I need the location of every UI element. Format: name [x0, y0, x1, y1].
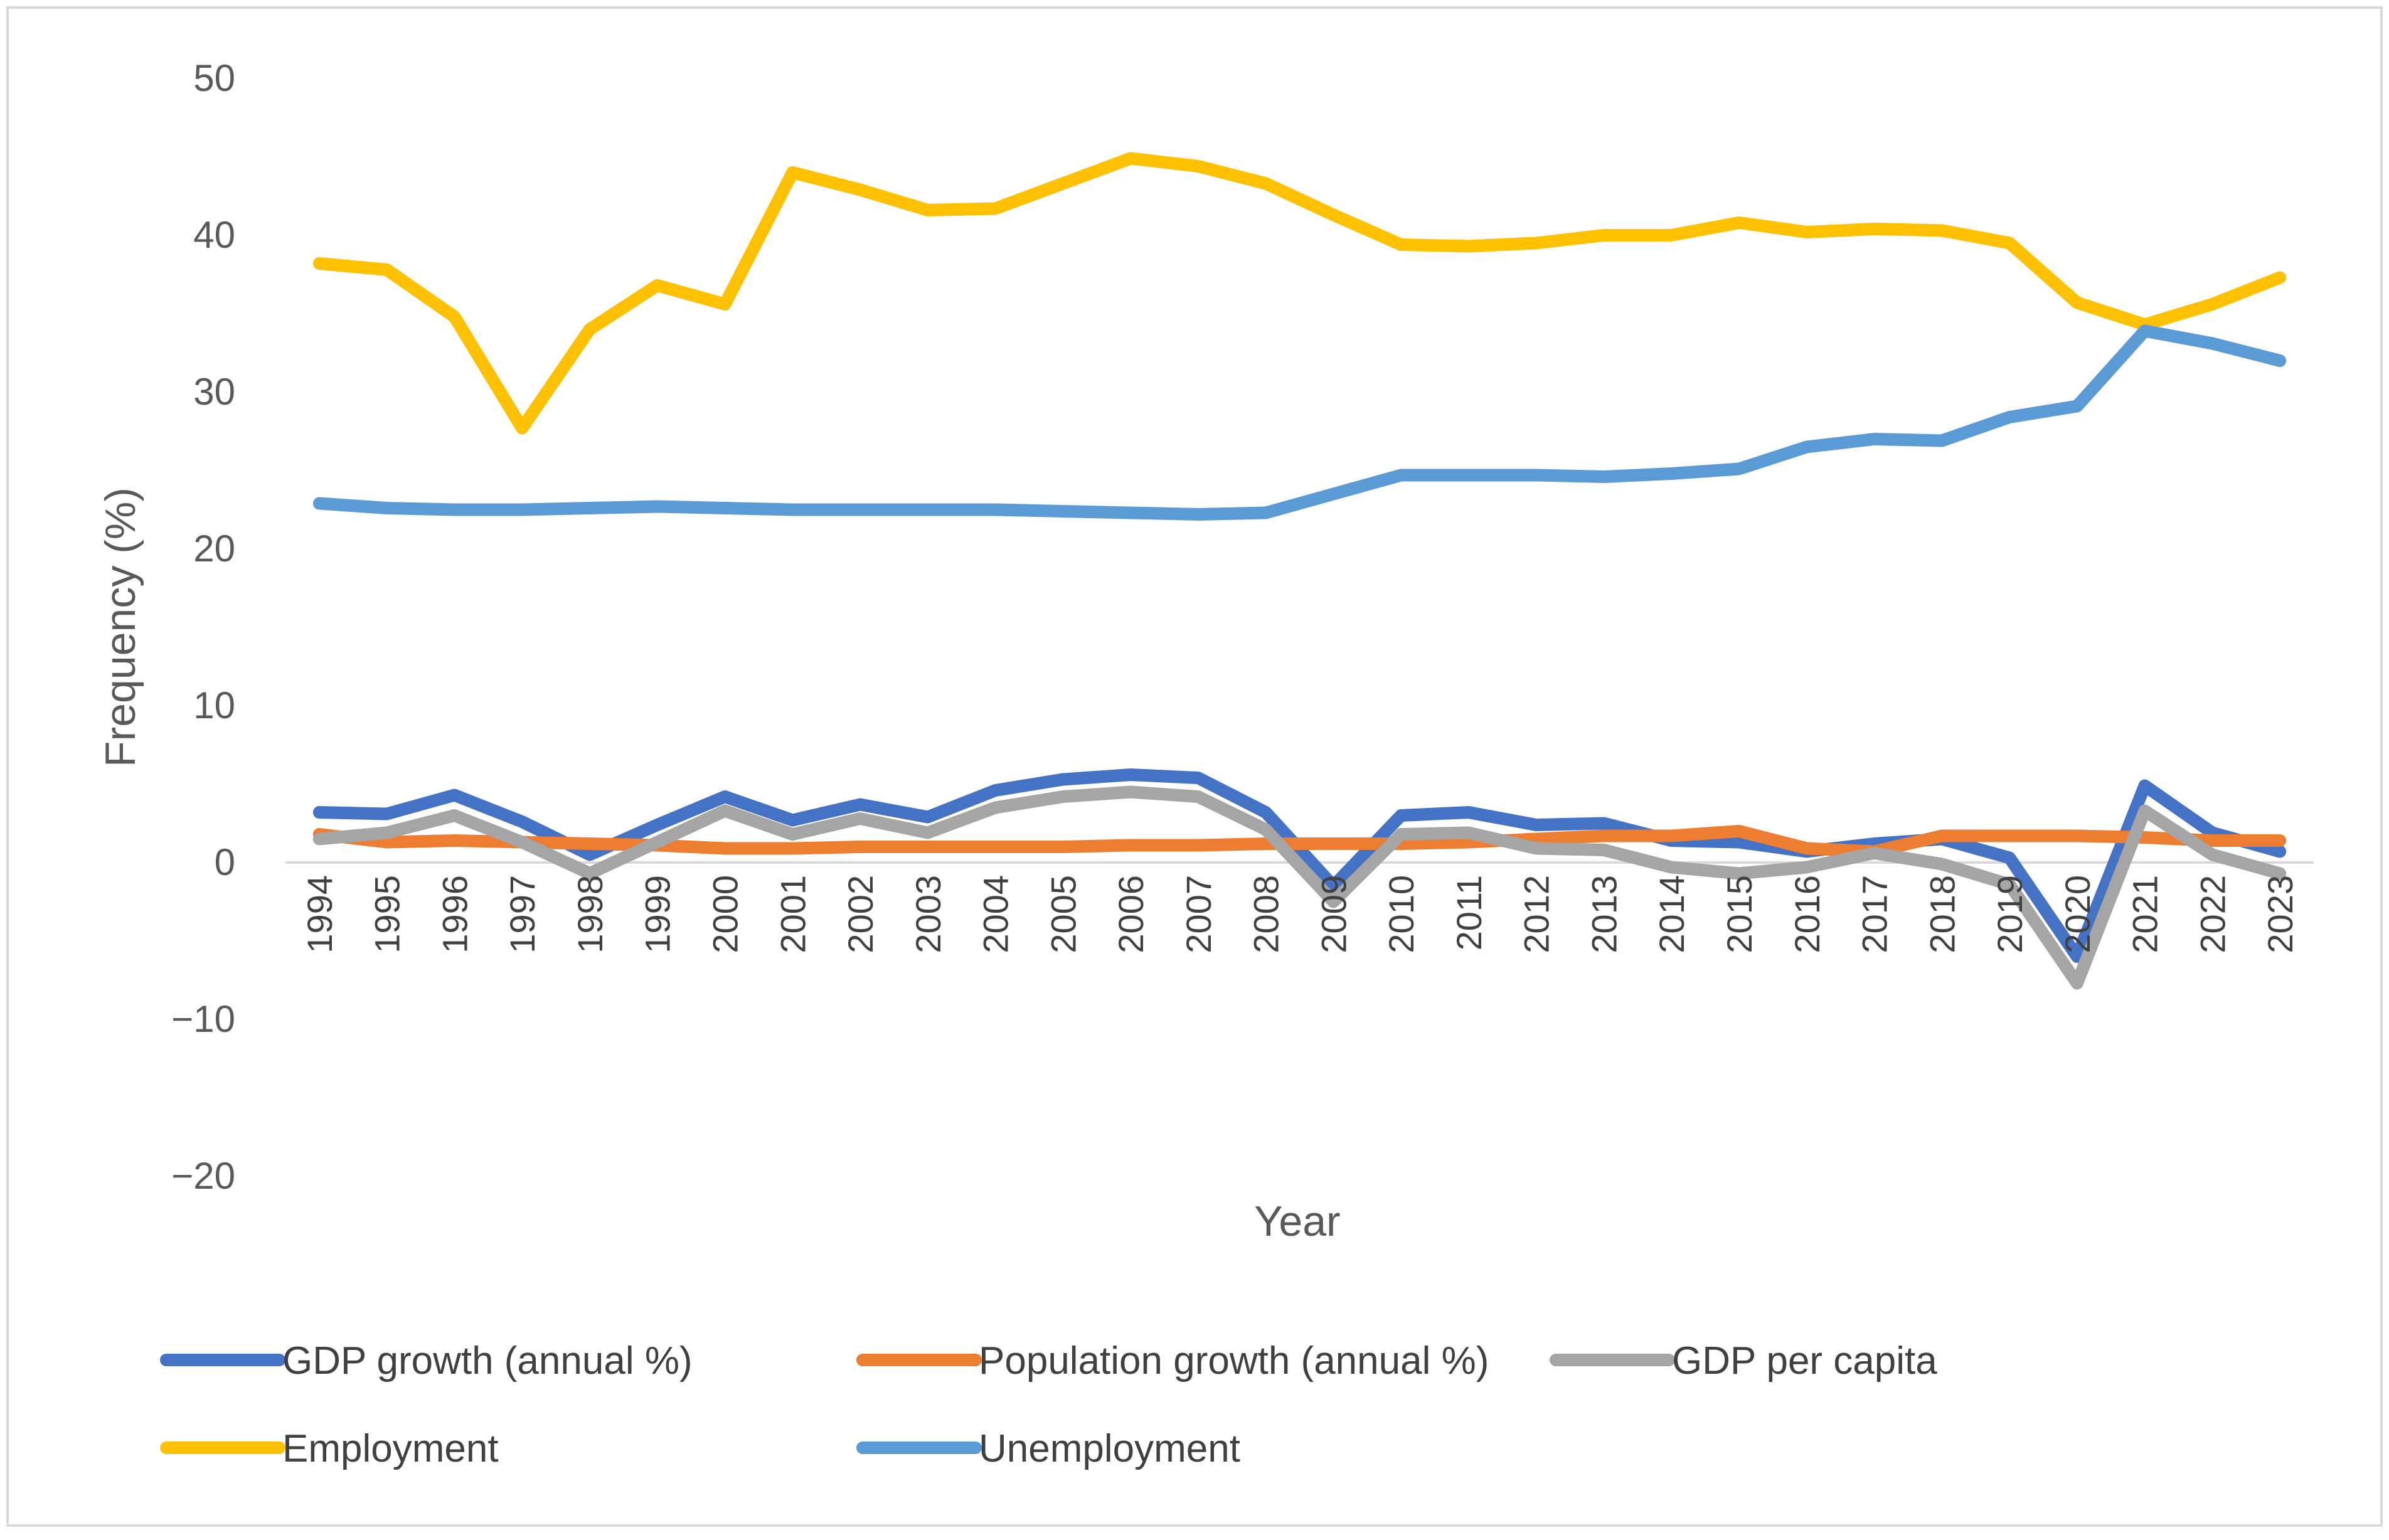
- y-tick-label: −20: [171, 1155, 235, 1197]
- x-tick-label: 2001: [773, 875, 812, 953]
- legend-item: Population growth (annual %): [856, 1339, 1489, 1383]
- x-tick-label: 2005: [1043, 875, 1083, 953]
- y-tick-label: −10: [171, 998, 235, 1040]
- x-tick-label: 2013: [1584, 875, 1624, 953]
- x-tick-label: 2019: [1990, 875, 2030, 953]
- legend-label: Employment: [282, 1427, 499, 1470]
- x-tick-label: 2003: [908, 875, 948, 953]
- x-tick-label: 2004: [976, 875, 1016, 953]
- x-tick-label: 2006: [1111, 875, 1151, 953]
- x-tick-label: 2000: [705, 875, 745, 953]
- y-tick-label: 50: [193, 57, 235, 99]
- x-tick-label: 2009: [1314, 875, 1353, 953]
- legend-item: Employment: [160, 1427, 499, 1470]
- y-tick-label: 30: [193, 371, 235, 413]
- series-3: [312, 152, 2287, 435]
- x-tick-label: 2012: [1517, 875, 1556, 953]
- y-tick-label: 20: [193, 528, 235, 570]
- legend-label: Population growth (annual %): [979, 1339, 1489, 1383]
- x-tick-label: 2010: [1381, 875, 1421, 953]
- x-tick-label: 2016: [1787, 875, 1827, 953]
- x-tick-label: 2023: [2260, 875, 2300, 953]
- series-line: [312, 324, 2287, 521]
- series-2: [312, 785, 2287, 990]
- y-tick-label: 0: [215, 841, 235, 883]
- y-tick-label: 40: [193, 214, 235, 256]
- x-tick-label: 2017: [1855, 875, 1895, 953]
- x-tick-label: 2011: [1449, 875, 1489, 950]
- x-axis-title: Year: [1254, 1197, 1340, 1245]
- x-tick-label: 2018: [1922, 875, 1962, 953]
- legend: GDP growth (annual %) Population growth (…: [160, 1339, 1937, 1470]
- y-tick-label: 10: [193, 684, 235, 726]
- x-tick-label: 2021: [2126, 875, 2165, 953]
- chart-border: [6, 6, 2383, 1527]
- x-tick-label: 1999: [638, 875, 678, 953]
- x-tick-label: 2014: [1652, 875, 1691, 953]
- legend-item: GDP growth (annual %): [160, 1339, 693, 1383]
- legend-label: GDP per capita: [1672, 1339, 1937, 1383]
- x-tick-label: 2007: [1179, 875, 1218, 953]
- x-tick-label: 2022: [2193, 875, 2232, 953]
- x-tick-label: 1995: [368, 875, 407, 953]
- x-tick-label: 2020: [2058, 875, 2097, 953]
- series-lines: [312, 152, 2287, 990]
- legend-label: Unemployment: [979, 1427, 1240, 1470]
- x-tick-label: 2015: [1720, 875, 1759, 953]
- series-line: [312, 785, 2287, 990]
- x-tick-label: 1994: [300, 875, 339, 953]
- x-tick-label: 1996: [435, 875, 474, 953]
- x-axis-ticks: 1994 1995 1996 1997 1998 1999 2000 2001 2002 2003…: [300, 875, 2300, 953]
- x-tick-label: 2008: [1247, 875, 1286, 953]
- legend-label: GDP growth (annual %): [282, 1339, 693, 1383]
- x-tick-label: 2002: [841, 875, 880, 953]
- x-tick-label: 1998: [570, 875, 610, 953]
- series-4: [312, 324, 2287, 521]
- series-line: [312, 152, 2287, 435]
- y-axis-ticks: 50 40 30 20 10 0 −10 −20: [171, 57, 235, 1197]
- legend-item: Unemployment: [856, 1427, 1240, 1470]
- x-tick-label: 1997: [503, 875, 542, 953]
- legend-item: GDP per capita: [1550, 1339, 1937, 1383]
- y-axis-title: Frequency (%): [97, 487, 144, 767]
